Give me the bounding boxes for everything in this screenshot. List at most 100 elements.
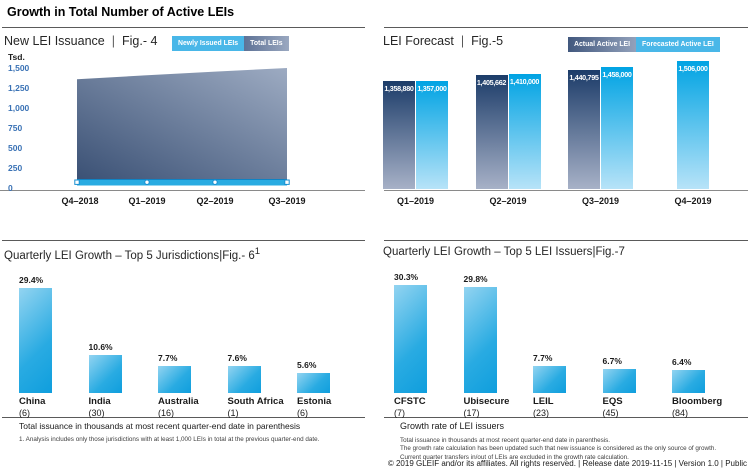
fig5-bar-forecast: 1,410,000 [508, 73, 541, 189]
fig6-fig-superscript: 1 [254, 246, 261, 257]
fig4-total-leis-area [77, 68, 287, 179]
fig4-y-tick: 1,000 [8, 102, 30, 113]
divider-mid-right [384, 240, 748, 241]
fig4-y-tick: 1,500 [8, 62, 30, 73]
fig7-title-separator: | [592, 246, 596, 258]
fig6-title-separator: | [219, 249, 223, 262]
fig5-bar-actual-value: 1,405,662 [476, 77, 507, 87]
fig5-bar-actual: 1,358,880 [383, 80, 415, 189]
growth-bar-value: 6.7% [602, 356, 622, 367]
growth-bar-category: LEIL [533, 396, 554, 407]
growth-bar-value: 5.6% [297, 360, 317, 370]
fig4-y-tick: 0 [8, 182, 13, 193]
fig5-bar-forecast: 1,458,000 [601, 67, 633, 189]
fig5-bar-actual: 1,405,662 [475, 74, 508, 189]
fig4-x-tick: Q4–2018 [61, 196, 99, 206]
fig4-marker-circle [144, 179, 150, 185]
fig4-legend: Newly Issued LEIs Total LEIs [172, 36, 289, 51]
growth-bar-value: 29.8% [463, 273, 488, 284]
fig5-bar-forecast-value: 1,506,000 [678, 63, 708, 73]
fig4-title-text: New LEI Issuance [4, 34, 105, 48]
growth-bar-value: 7.7% [158, 352, 178, 363]
fig4-x-tick: Q1–2019 [128, 196, 166, 206]
fig5-x-tick: Q2–2019 [489, 196, 527, 206]
growth-bar [463, 286, 497, 393]
growth-bar [672, 370, 705, 393]
fig4-marker-circle [212, 179, 218, 185]
growth-bar-category: EQS [602, 396, 623, 407]
fig4-y-tick: 750 [8, 122, 23, 133]
growth-bar-category: India [88, 396, 111, 407]
growth-bar [533, 365, 566, 393]
fig4-title: New LEI Issuance | Fig.- 4 [4, 34, 157, 48]
fig5-bar-actual-value: 1,358,880 [384, 83, 414, 93]
growth-bar [19, 288, 52, 393]
divider-top-right [384, 27, 748, 28]
growth-bar-category: Australia [158, 396, 199, 407]
fig6-title: Quarterly LEI Growth – Top 5 Jurisdictio… [4, 246, 260, 262]
divider-top-left [2, 27, 365, 28]
fig5-legend-forecast: Forecasted Active LEI [636, 37, 720, 52]
growth-bar-category: South Africa [227, 396, 284, 407]
fig4-area-chart [74, 68, 290, 186]
fig6-note: Total issuance in thousands at most rece… [19, 421, 301, 431]
fig4-legend-newly-issued: Newly Issued LEIs [172, 36, 245, 51]
growth-bar [297, 373, 330, 393]
fig4-x-tick: Q3–2019 [268, 196, 306, 206]
fig5-title: LEI Forecast | Fig.-5 [383, 34, 503, 48]
fig7-fig-label: Fig.-7 [595, 246, 625, 258]
fig5-x-tick: Q1–2019 [396, 196, 435, 206]
growth-bar [602, 369, 636, 393]
fig5-bar-forecast-value: 1,357,000 [417, 84, 447, 94]
growth-bar-category: Ubisecure [463, 396, 510, 407]
fig4-x-tick: Q2–2019 [196, 196, 234, 206]
fig5-legend-actual: Actual Active LEI [568, 37, 637, 52]
fig4-y-tick: 500 [8, 142, 23, 153]
growth-bar-value: 10.6% [88, 342, 113, 353]
fig5-title-separator: | [460, 34, 465, 48]
fig4-legend-total: Total LEIs [244, 36, 289, 51]
fig4-y-tick: 250 [8, 162, 23, 173]
fig5-x-axis [384, 190, 748, 191]
fig5-bar-actual-value: 1,440,795 [569, 72, 599, 82]
page-title: Growth in Total Number of Active LEIs [7, 5, 235, 19]
growth-bar-value: 29.4% [19, 275, 44, 286]
divider-mid-left [2, 240, 365, 241]
fig5-bar-forecast-value: 1,458,000 [602, 70, 632, 80]
fig4-marker-square [74, 179, 80, 185]
fig6-fig-label: Fig.- 6 [222, 249, 255, 262]
divider-bottom-left [2, 417, 365, 418]
fig5-bar-forecast: 1,357,000 [416, 81, 448, 189]
fig5-title-text: LEI Forecast [383, 34, 454, 48]
fig4-y-tick: 1,250 [8, 82, 30, 93]
fig4-unit-label: Tsd. [8, 52, 25, 62]
fig5-bar-forecast-value: 1,410,000 [509, 76, 540, 86]
page-footer: © 2019 GLEIF and/or its affiliates. All … [387, 459, 747, 468]
fig5-x-tick: Q4–2019 [674, 196, 712, 206]
fig4-title-separator: | [111, 34, 115, 48]
growth-bar-category: China [19, 396, 46, 407]
growth-bar-value: 30.3% [394, 271, 419, 282]
fig4-newly-issued-band [77, 179, 287, 186]
fig5-legend: Actual Active LEI Forecasted Active LEI [568, 37, 720, 52]
fig7-note-2: The growth rate calculation has been upd… [400, 445, 717, 462]
growth-bar [394, 284, 427, 393]
fig7-title: Quarterly LEI Growth – Top 5 LEI Issuers… [383, 246, 625, 258]
growth-bar [158, 365, 191, 393]
growth-bar-category: CFSTC [394, 396, 426, 407]
growth-bar-value: 7.6% [227, 352, 247, 363]
fig7-note-title: Growth rate of LEI issuers [400, 421, 505, 431]
fig5-bar-forecast: 1,506,000 [677, 60, 709, 189]
fig4-marker-square [284, 179, 290, 185]
fig5-fig-label: Fig.-5 [471, 34, 504, 48]
growth-bar [88, 355, 122, 393]
divider-bottom-right [384, 417, 748, 418]
fig7-title-text: Quarterly LEI Growth – Top 5 LEI Issuers [383, 246, 593, 258]
growth-bar-category: Estonia [297, 396, 332, 407]
growth-bar-value: 6.4% [672, 357, 692, 368]
fig7-note-1: Total issuance in thousands at most rece… [400, 437, 611, 444]
growth-bar [227, 365, 261, 393]
growth-bar-category: Bloomberg [672, 396, 723, 407]
